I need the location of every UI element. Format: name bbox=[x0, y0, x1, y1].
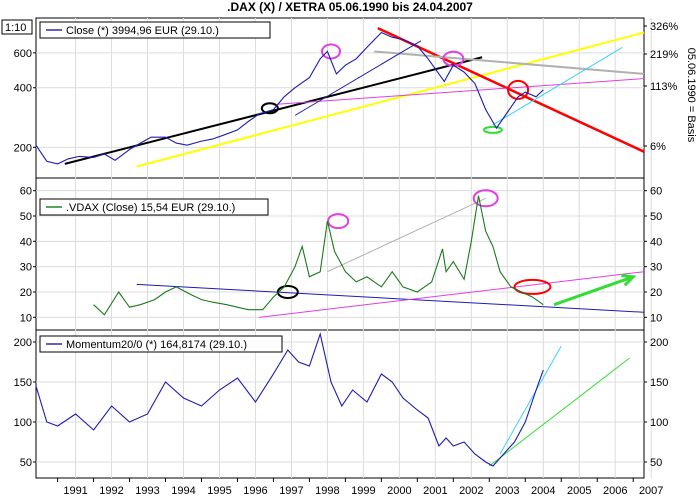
y-tick-label-right: 50 bbox=[650, 211, 662, 223]
momentum-legend: Momentum20/0 (*) 164,8174 (29.10.) bbox=[39, 335, 283, 353]
y-tick-label: 10 bbox=[20, 312, 32, 324]
y-tick-label: 600 bbox=[14, 48, 32, 60]
y-tick-label-right: 10 bbox=[650, 312, 662, 324]
pct-tick-label: 6% bbox=[650, 141, 666, 153]
x-tick-label: 1998 bbox=[315, 485, 339, 497]
gray-trendline bbox=[374, 50, 645, 75]
y-tick-label: 30 bbox=[20, 262, 32, 274]
x-tick-label: 2001 bbox=[423, 485, 447, 497]
black-marker-circle bbox=[260, 102, 279, 115]
y-tick-label: 200 bbox=[14, 142, 32, 154]
y-tick-label-right: 200 bbox=[650, 337, 668, 349]
dax-legend-label: Close (*) 3994,96 EUR (29.10.) bbox=[66, 25, 219, 37]
x-tick-label: 1994 bbox=[171, 485, 195, 497]
dax-close-line bbox=[35, 31, 544, 165]
y-tick-label: 200 bbox=[14, 337, 32, 349]
x-tick-label: 1999 bbox=[351, 485, 375, 497]
dax-right-axis-label: 05.06.1990 = Basis bbox=[685, 48, 697, 143]
x-tick-label: 2003 bbox=[495, 485, 519, 497]
x-tick-label: 2000 bbox=[387, 485, 411, 497]
y-tick-label-right: 30 bbox=[650, 262, 662, 274]
x-tick-label: 2007 bbox=[639, 485, 663, 497]
y-tick-label-right: 60 bbox=[650, 186, 662, 198]
y-tick-label-right: 50 bbox=[650, 457, 662, 469]
dax-panel-frame bbox=[35, 17, 645, 179]
vdax-blue-trendline bbox=[136, 283, 645, 313]
pct-tick-label: 326% bbox=[650, 21, 678, 33]
y-tick-label: 50 bbox=[20, 211, 32, 223]
red-resistance-trendline bbox=[377, 26, 645, 153]
red-marker-circle bbox=[507, 79, 530, 100]
momentum-panel-frame bbox=[35, 329, 645, 479]
vdax-magenta-trendline bbox=[258, 271, 645, 318]
y-tick-label: 150 bbox=[14, 377, 32, 389]
x-tick-label: 2005 bbox=[567, 485, 591, 497]
green-arrow-head bbox=[621, 273, 637, 287]
x-tick-label: 1995 bbox=[207, 485, 231, 497]
corner-label: 1:10 bbox=[5, 22, 26, 34]
pct-tick-label: 219% bbox=[650, 49, 678, 61]
y-tick-label: 20 bbox=[20, 287, 32, 299]
pct-tick-label: 113% bbox=[650, 81, 678, 93]
green-marker-circle bbox=[482, 125, 503, 134]
vdax-close-line bbox=[93, 195, 544, 316]
x-tick-label: 1992 bbox=[99, 485, 123, 497]
vdax-red-circle bbox=[513, 278, 552, 295]
x-tick-label: 2002 bbox=[459, 485, 483, 497]
vdax-legend-label: .VDAX (Close) 15,54 EUR (29.10.) bbox=[66, 202, 235, 214]
corner-box bbox=[1, 19, 33, 35]
y-tick-label-right: 150 bbox=[650, 377, 668, 389]
momentum-cyan-trendline bbox=[499, 345, 562, 455]
y-tick-label: 100 bbox=[14, 417, 32, 429]
cyan-trendline bbox=[492, 46, 623, 126]
green-arrow-shaft bbox=[553, 275, 634, 307]
momentum-legend-label: Momentum20/0 (*) 164,8174 (29.10.) bbox=[66, 339, 247, 351]
series-lines bbox=[35, 31, 544, 467]
x-tick-label: 1997 bbox=[279, 485, 303, 497]
y-tick-label: 60 bbox=[20, 186, 32, 198]
blue-trendline bbox=[294, 40, 422, 116]
y-tick-label: 400 bbox=[14, 83, 32, 95]
momentum-line bbox=[35, 331, 544, 467]
dax-legend: Close (*) 3994,96 EUR (29.10.) bbox=[39, 21, 271, 39]
momentum-green-trendline bbox=[488, 357, 630, 467]
vdax-gray-trendline bbox=[327, 197, 486, 273]
y-tick-label: 50 bbox=[20, 457, 32, 469]
axes: 1991 1992 1993 1994 1995 1996 1997 1998 1999 2000… bbox=[14, 21, 679, 497]
x-tick-label: 1993 bbox=[135, 485, 159, 497]
x-tick-label: 1996 bbox=[243, 485, 267, 497]
x-tick-label: 2004 bbox=[531, 485, 555, 497]
vdax-legend: .VDAX (Close) 15,54 EUR (29.10.) bbox=[39, 198, 269, 216]
y-tick-label-right: 100 bbox=[650, 417, 668, 429]
vdax-black-circle bbox=[276, 285, 299, 299]
magenta-trendline bbox=[277, 78, 645, 105]
x-tick-label: 1991 bbox=[63, 485, 87, 497]
x-tick-label: 2006 bbox=[603, 485, 627, 497]
magenta-marker-circle-1998 bbox=[321, 43, 342, 60]
vdax-magenta-circle-1998 bbox=[327, 213, 350, 230]
y-tick-label: 40 bbox=[20, 236, 32, 248]
vdax-magenta-circle-2002 bbox=[472, 189, 499, 208]
chart-title: .DAX (X) / XETRA 05.06.1990 bis 24.04.20… bbox=[227, 0, 473, 14]
yellow-support-trendline bbox=[136, 31, 645, 168]
y-tick-label-right: 40 bbox=[650, 236, 662, 248]
y-tick-label-right: 20 bbox=[650, 287, 662, 299]
